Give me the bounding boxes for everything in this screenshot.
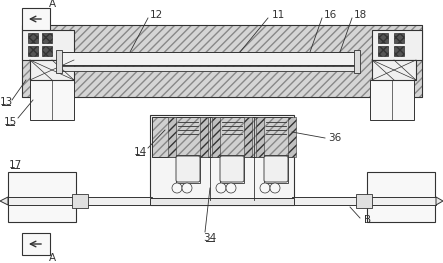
- Bar: [394, 33, 404, 43]
- Circle shape: [172, 183, 182, 193]
- Bar: [28, 46, 38, 56]
- Bar: [72, 194, 88, 208]
- Bar: [42, 33, 52, 43]
- FancyBboxPatch shape: [220, 156, 244, 182]
- Polygon shape: [0, 197, 8, 205]
- Bar: [370, 80, 414, 120]
- Text: 18: 18: [354, 10, 367, 20]
- Text: 36: 36: [328, 133, 342, 143]
- Circle shape: [260, 183, 270, 193]
- Bar: [28, 33, 38, 43]
- Text: 14: 14: [133, 147, 147, 157]
- Bar: [152, 117, 292, 157]
- Bar: [168, 117, 176, 157]
- Bar: [264, 155, 288, 183]
- Bar: [152, 117, 292, 157]
- FancyBboxPatch shape: [264, 156, 288, 182]
- Text: B: B: [365, 215, 372, 225]
- Bar: [22, 233, 50, 255]
- Text: 15: 15: [4, 117, 17, 127]
- Bar: [200, 117, 208, 157]
- Bar: [394, 46, 404, 56]
- Bar: [356, 194, 372, 208]
- Bar: [42, 46, 52, 56]
- Bar: [372, 60, 416, 80]
- Bar: [22, 8, 50, 30]
- Bar: [30, 80, 74, 120]
- Circle shape: [226, 183, 236, 193]
- Bar: [56, 50, 62, 73]
- Bar: [256, 117, 264, 157]
- Bar: [60, 52, 355, 65]
- Text: A: A: [48, 253, 55, 263]
- Circle shape: [216, 183, 226, 193]
- Circle shape: [182, 183, 192, 193]
- Text: 17: 17: [8, 160, 22, 170]
- Bar: [60, 66, 355, 71]
- Bar: [292, 197, 436, 205]
- Bar: [22, 25, 422, 97]
- Bar: [367, 172, 435, 222]
- Text: 16: 16: [323, 10, 337, 20]
- Text: 11: 11: [272, 10, 284, 20]
- Circle shape: [270, 183, 280, 193]
- FancyBboxPatch shape: [176, 156, 200, 182]
- Text: 12: 12: [149, 10, 163, 20]
- Text: A: A: [48, 0, 55, 9]
- Bar: [8, 172, 76, 222]
- Bar: [150, 115, 294, 205]
- Bar: [30, 60, 74, 80]
- Bar: [244, 117, 252, 157]
- Bar: [22, 30, 74, 60]
- Bar: [354, 50, 360, 73]
- Bar: [220, 155, 244, 183]
- Text: 13: 13: [0, 97, 12, 107]
- Text: 34: 34: [203, 233, 217, 243]
- Bar: [372, 30, 422, 60]
- Bar: [212, 117, 220, 157]
- Bar: [288, 117, 296, 157]
- Bar: [378, 33, 388, 43]
- Bar: [378, 46, 388, 56]
- Bar: [8, 197, 152, 205]
- Bar: [22, 25, 422, 97]
- Bar: [176, 155, 200, 183]
- Polygon shape: [436, 197, 443, 205]
- Bar: [150, 198, 294, 205]
